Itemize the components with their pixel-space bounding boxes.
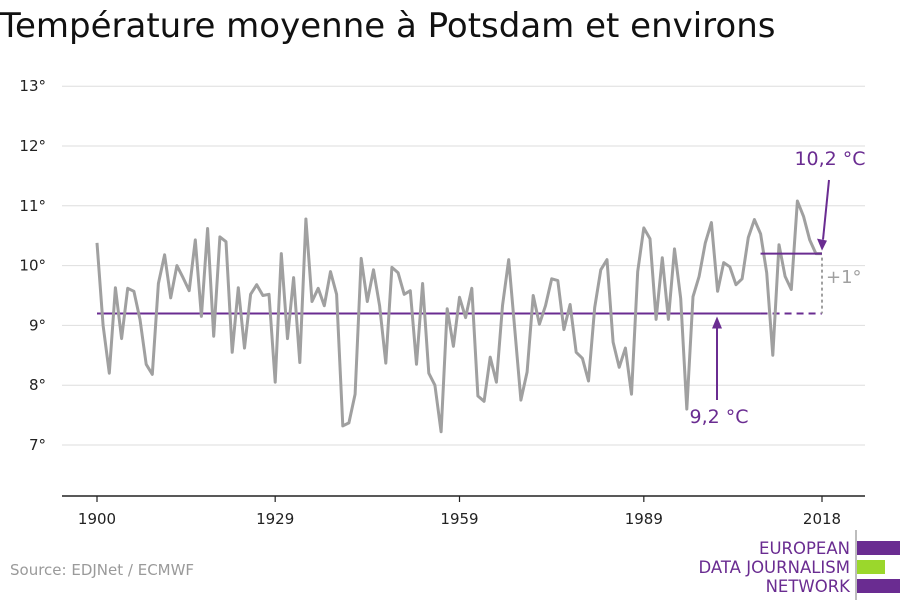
recent-arrow-head [817, 238, 827, 251]
x-tick-label: 1959 [440, 510, 478, 528]
y-tick-label: 10° [19, 257, 46, 275]
logo-line: NETWORK [765, 577, 850, 596]
chart-title: Température moyenne à Potsdam et environ… [0, 6, 776, 46]
source-note: Source: EDJNet / ECMWF [10, 561, 195, 579]
y-tick-label: 13° [19, 77, 46, 95]
logo-bar [857, 541, 900, 555]
logo-bar [857, 560, 885, 574]
x-tick-label: 2018 [803, 510, 841, 528]
y-tick-label: 7° [29, 436, 46, 454]
logo-divider [855, 530, 857, 600]
temperature-series-line [95, 199, 822, 434]
y-tick-label: 11° [19, 197, 46, 215]
x-tick-label: 1989 [625, 510, 663, 528]
x-tick-label: 1929 [256, 510, 294, 528]
logo-line: DATA JOURNALISM [698, 558, 850, 577]
y-tick-label: 12° [19, 137, 46, 155]
edjnet-logo[interactable]: EUROPEAN DATA JOURNALISM NETWORK [698, 539, 850, 596]
y-tick-label: 8° [29, 376, 46, 394]
recent-arrow [822, 179, 830, 240]
logo-line: EUROPEAN [759, 539, 850, 558]
x-tick-label: 1900 [78, 510, 116, 528]
logo-bar [857, 579, 900, 593]
baseline-value-label: 9,2 °C [689, 406, 748, 428]
delta-label: +1° [826, 267, 862, 288]
recent-value-label: 10,2 °C [794, 148, 865, 170]
y-tick-label: 9° [29, 316, 46, 334]
baseline-arrow-head [712, 316, 722, 329]
